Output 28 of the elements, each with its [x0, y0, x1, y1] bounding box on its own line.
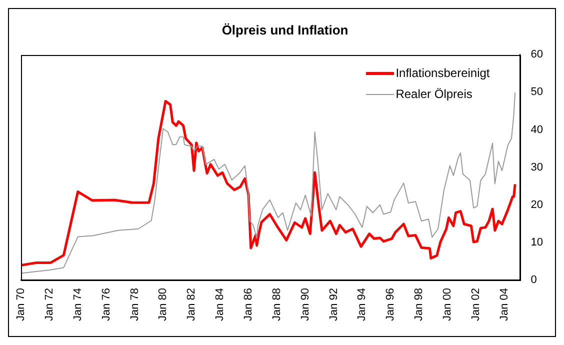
x-tick-label: Jan 88 — [270, 288, 283, 322]
x-tick-label: Jan 02 — [470, 288, 482, 322]
x-tick-label: Jan 82 — [186, 288, 198, 322]
y-tick-label: 40 — [530, 124, 544, 136]
x-tick-label: Jan 96 — [384, 288, 397, 322]
x-tick-label: Jan 86 — [242, 288, 254, 322]
x-tick-label: Jan 74 — [72, 288, 84, 322]
x-tick-label: Jan 00 — [442, 288, 454, 322]
x-tick-label: Jan 80 — [157, 288, 170, 322]
x-tick-label: Jan 04 — [498, 288, 510, 322]
x-tick-label: Jan 70 — [15, 288, 28, 322]
legend-label: Realer Ölpreis — [396, 86, 472, 103]
x-tick-label: Jan 78 — [128, 288, 141, 322]
y-tick-label: 0 — [530, 274, 537, 286]
x-tick-label: Jan 92 — [328, 288, 340, 322]
x-tick-label: Jan 72 — [43, 288, 56, 322]
y-tick-label: 60 — [530, 48, 544, 61]
y-tick-label: 50 — [530, 86, 544, 98]
x-tick-label: Jan 84 — [214, 288, 226, 322]
y-tick-label: 20 — [530, 198, 544, 211]
x-tick-label: Jan 90 — [299, 288, 312, 322]
x-tick-label: Jan 94 — [356, 288, 368, 322]
y-tick-label: 10 — [530, 236, 544, 248]
legend-label: Inflationsbereinigt — [396, 64, 490, 82]
x-tick-label: Jan 98 — [413, 288, 426, 322]
chart-title: Ölpreis und Inflation — [222, 22, 348, 38]
y-tick-label: 30 — [530, 161, 544, 174]
x-tick-label: Jan 76 — [100, 288, 112, 322]
